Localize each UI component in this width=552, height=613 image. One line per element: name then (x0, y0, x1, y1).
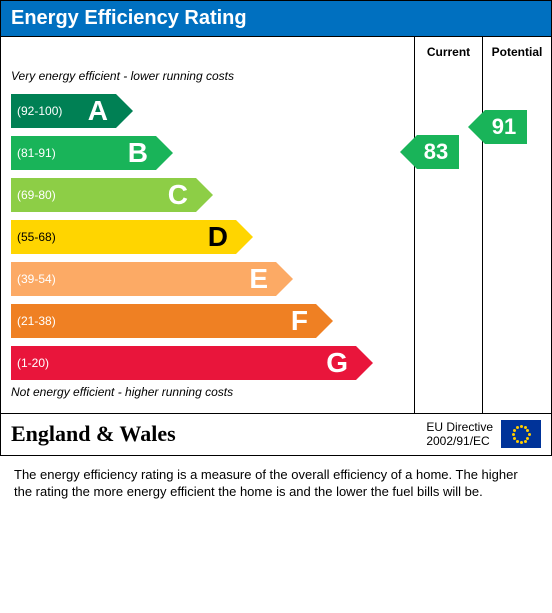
band-arrow-tip (316, 304, 333, 338)
current-col-header: Current (415, 37, 482, 67)
band-row-f: (21-38) F (1, 301, 414, 341)
chart-title: Energy Efficiency Rating (1, 1, 551, 36)
directive-line2: 2002/91/EC (426, 434, 493, 448)
directive-line1: EU Directive (426, 420, 493, 434)
current-pointer: 83 (400, 135, 459, 169)
band-arrow-tip (196, 178, 213, 212)
potential-value: 91 (485, 110, 527, 144)
pointer-tip (468, 110, 485, 144)
band-letter: A (88, 95, 108, 127)
band-bar-a: (92-100) A (11, 94, 116, 128)
band-bar-c: (69-80) C (11, 178, 196, 212)
potential-col-header: Potential (483, 37, 551, 67)
band-row-b: (81-91) B (1, 133, 414, 173)
eu-flag-icon (501, 420, 541, 448)
band-arrow-tip (236, 220, 253, 254)
band-letter: C (168, 179, 188, 211)
chart-columns: Very energy efficient - lower running co… (1, 36, 551, 413)
band-range: (55-68) (11, 230, 56, 244)
band-range: (21-38) (11, 314, 56, 328)
band-range: (39-54) (11, 272, 56, 286)
top-note: Very energy efficient - lower running co… (1, 69, 414, 89)
band-row-a: (92-100) A (1, 91, 414, 131)
band-letter: E (249, 263, 268, 295)
bottom-note: Not energy efficient - higher running co… (1, 385, 414, 405)
potential-column: Potential 91 (483, 37, 551, 413)
current-value: 83 (417, 135, 459, 169)
current-column: Current 83 (415, 37, 483, 413)
bands-column: Very energy efficient - lower running co… (1, 37, 415, 413)
band-letter: D (208, 221, 228, 253)
eu-directive: EU Directive 2002/91/EC (426, 420, 493, 449)
bands-host: (92-100) A (81-91) B (69-80) C (55-68) D (39-54)… (1, 91, 414, 383)
band-arrow-tip (156, 136, 173, 170)
band-bar-f: (21-38) F (11, 304, 316, 338)
band-letter: F (291, 305, 308, 337)
band-range: (1-20) (11, 356, 49, 370)
band-bar-e: (39-54) E (11, 262, 276, 296)
band-letter: B (128, 137, 148, 169)
potential-pointer: 91 (468, 110, 527, 144)
band-letter: G (326, 347, 348, 379)
pointer-tip (400, 135, 417, 169)
band-bar-b: (81-91) B (11, 136, 156, 170)
band-range: (92-100) (11, 104, 62, 118)
footer-row: England & Wales EU Directive 2002/91/EC (1, 413, 551, 455)
band-range: (69-80) (11, 188, 56, 202)
band-arrow-tip (276, 262, 293, 296)
band-arrow-tip (116, 94, 133, 128)
region-label: England & Wales (11, 421, 426, 447)
band-row-c: (69-80) C (1, 175, 414, 215)
band-row-g: (1-20) G (1, 343, 414, 383)
band-arrow-tip (356, 346, 373, 380)
band-bar-g: (1-20) G (11, 346, 356, 380)
footnote-text: The energy efficiency rating is a measur… (0, 456, 552, 511)
band-range: (81-91) (11, 146, 56, 160)
band-row-d: (55-68) D (1, 217, 414, 257)
epc-chart: Energy Efficiency Rating Very energy eff… (0, 0, 552, 456)
band-row-e: (39-54) E (1, 259, 414, 299)
band-bar-d: (55-68) D (11, 220, 236, 254)
